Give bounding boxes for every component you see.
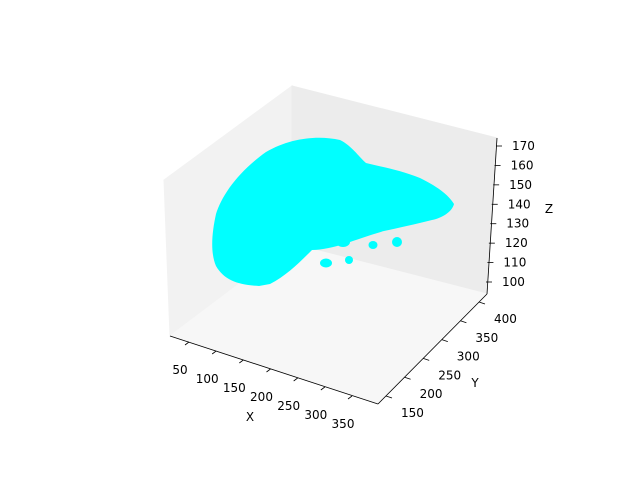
x-axis-line — [169, 335, 379, 405]
y-tick-300 — [441, 339, 448, 342]
y-tick-label-150: 150 — [401, 406, 424, 420]
z-axis-line — [486, 137, 498, 295]
x-tick-200 — [266, 368, 271, 373]
x-ticks: 50 100 150 200 250 300 350 — [172, 341, 355, 431]
z-axis-label: Z — [545, 202, 553, 216]
x-axis-label: X — [246, 410, 254, 424]
y-tick-label-250: 250 — [438, 368, 461, 382]
y-tick-150 — [385, 395, 393, 399]
y-tick-label-200: 200 — [420, 387, 443, 401]
surface-blob-5 — [336, 237, 350, 247]
y-tick-label-300: 300 — [457, 350, 480, 364]
x-tick-250 — [293, 377, 298, 382]
z-tick-label-170: 170 — [512, 139, 535, 153]
z-tick-label-100: 100 — [502, 275, 525, 289]
x-tick-label-200: 200 — [250, 390, 273, 404]
z-tick-label-150: 150 — [509, 178, 532, 192]
y-tick-200 — [404, 376, 411, 380]
x-tick-50 — [184, 341, 190, 346]
z-tick-label-120: 120 — [505, 236, 528, 250]
axis-lines — [169, 137, 498, 405]
y-tick-label-350: 350 — [475, 331, 498, 345]
z-tick-label-160: 160 — [511, 158, 534, 172]
x-tick-350 — [347, 395, 353, 400]
surface-blob-4 — [392, 237, 402, 247]
y-axis-line — [377, 293, 488, 405]
surface-blob-1 — [320, 258, 332, 268]
surface-main — [212, 137, 454, 286]
x-tick-label-150: 150 — [223, 381, 246, 395]
z-tick-label-110: 110 — [503, 256, 526, 270]
y-axis-label: Y — [470, 376, 479, 390]
x-tick-label-100: 100 — [196, 372, 219, 386]
x-tick-label-50: 50 — [172, 363, 187, 377]
z-ticks: 100 110 120 130 140 150 160 170 — [486, 139, 535, 289]
z-tick-label-130: 130 — [506, 217, 529, 231]
x-tick-100 — [211, 350, 217, 355]
y-ticks: 150 200 250 300 350 400 — [385, 301, 517, 420]
x-tick-label-250: 250 — [277, 399, 300, 413]
surface-blob-2 — [345, 256, 353, 264]
z-tick-label-140: 140 — [508, 197, 531, 211]
surface-blob-3 — [368, 241, 378, 249]
x-tick-label-350: 350 — [332, 417, 355, 431]
x-tick-300 — [320, 386, 326, 391]
surface — [212, 137, 454, 286]
x-tick-150 — [239, 359, 244, 364]
y-tick-350 — [460, 320, 467, 324]
y-tick-label-400: 400 — [494, 312, 517, 326]
y-tick-250 — [423, 358, 430, 361]
x-tick-label-300: 300 — [304, 408, 327, 422]
y-tick-400 — [478, 301, 486, 305]
